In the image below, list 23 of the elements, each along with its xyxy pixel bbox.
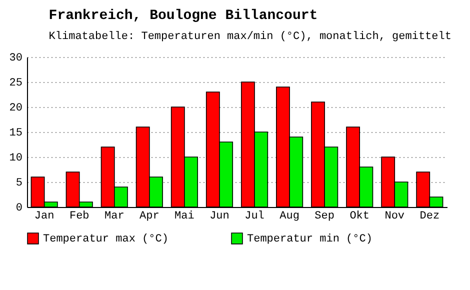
x-tick-label: Aug <box>280 210 300 222</box>
y-tick-label: 5 <box>16 178 22 190</box>
x-tick-label: Jul <box>244 210 264 222</box>
x-tick-label: Dez <box>420 210 440 222</box>
x-tick-label: Feb <box>69 210 90 222</box>
legend-label: Temperatur max (°C) <box>43 233 168 246</box>
x-tick-label: Jan <box>34 210 54 222</box>
y-tick-label: 25 <box>9 78 22 90</box>
x-tick-label: Nov <box>384 210 405 222</box>
chart-title: Frankreich, Boulogne Billancourt <box>48 8 318 24</box>
x-tick-label: Mai <box>174 210 195 222</box>
y-tick-label: 10 <box>9 152 22 164</box>
x-tick-label: Mar <box>104 210 124 222</box>
y-tick-label: 20 <box>9 102 22 114</box>
y-tick-label: 15 <box>9 128 22 140</box>
y-tick-label: 0 <box>16 202 22 214</box>
x-tick-label: Sep <box>314 210 334 222</box>
y-tick-label: 30 <box>9 52 22 64</box>
chart-subtitle: Klimatabelle: Temperaturen max/min (°C), monatlich, gemittelt <box>48 31 452 43</box>
x-tick-label: Apr <box>140 210 160 222</box>
x-tick-label: Jun <box>210 210 230 222</box>
x-tick-label: Okt <box>350 210 370 222</box>
legend-label: Temperatur min (°C) <box>247 233 372 246</box>
